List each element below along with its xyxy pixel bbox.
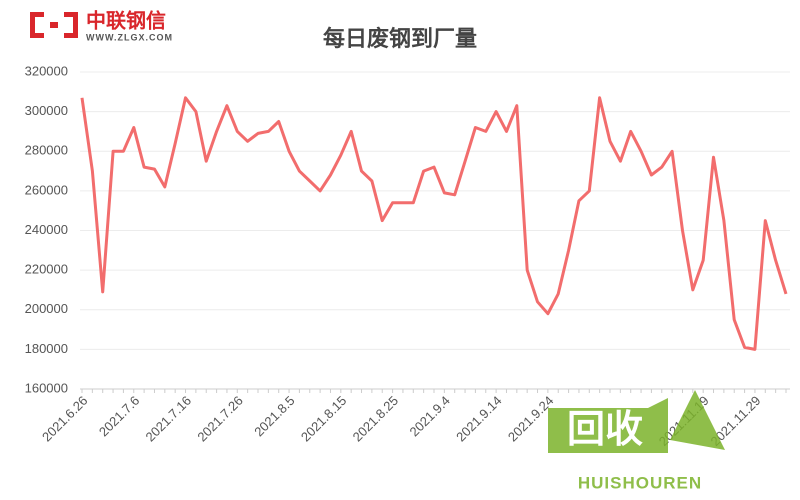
chart-title: 每日废钢到厂量: [323, 26, 477, 51]
watermark: 回收 HUISHOUREN: [548, 390, 725, 492]
y-tick-label: 240000: [25, 222, 68, 237]
logo-icon-right: [64, 12, 78, 38]
logo-icon-center: [50, 22, 58, 28]
watermark-text: 回收: [567, 409, 643, 451]
logo-icon-left: [30, 12, 44, 38]
logo: 中联钢信 WWW.ZLGX.COM: [30, 8, 173, 42]
watermark-shape: [670, 390, 725, 450]
watermark-subtext: HUISHOUREN: [578, 473, 702, 492]
y-tick-label: 220000: [25, 262, 68, 277]
y-tick-label: 320000: [25, 63, 68, 78]
y-tick-label: 160000: [25, 380, 68, 395]
y-tick-label: 200000: [25, 301, 68, 316]
y-tick-label: 300000: [25, 103, 68, 118]
logo-url: WWW.ZLGX.COM: [86, 32, 173, 42]
y-tick-label: 180000: [25, 341, 68, 356]
y-tick-label: 280000: [25, 143, 68, 158]
logo-name: 中联钢信: [86, 8, 166, 32]
data-line: [80, 96, 788, 351]
y-tick-label: 260000: [25, 182, 68, 197]
watermark-box: [548, 398, 668, 453]
